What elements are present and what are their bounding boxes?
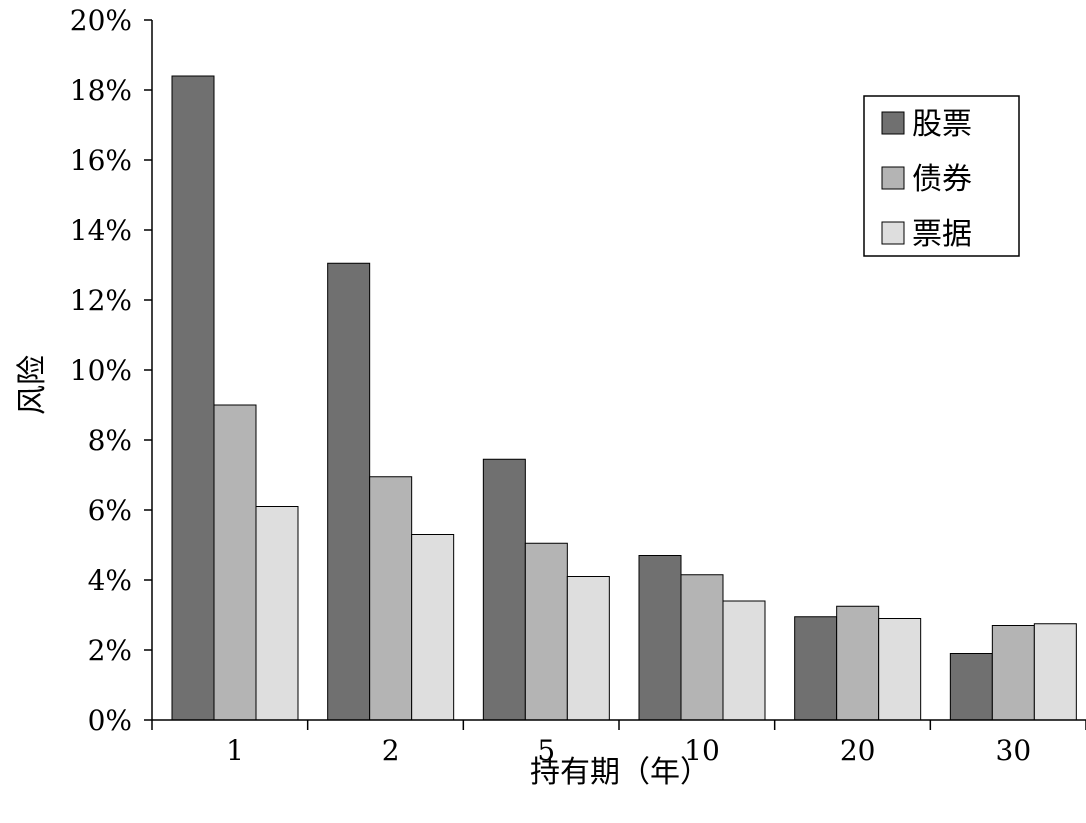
y-tick-label: 20% xyxy=(70,4,132,37)
y-tick-label: 18% xyxy=(70,74,132,107)
bar xyxy=(213,404,257,721)
legend-swatch xyxy=(881,166,905,190)
x-tick-label: 30 xyxy=(996,734,1032,767)
legend-label: 股票 xyxy=(912,107,972,142)
y-ticks-group: 0% 2% 4% 6% 8% 10% 12% 14% 16% 18% 20% xyxy=(70,4,152,737)
bar xyxy=(255,506,299,721)
bar xyxy=(327,262,371,721)
x-tick-label: 20 xyxy=(840,734,876,767)
y-tick-label: 16% xyxy=(70,144,132,177)
bar xyxy=(680,574,724,721)
bar xyxy=(171,75,215,721)
y-tick-label: 10% xyxy=(70,354,132,387)
y-tick-label: 8% xyxy=(88,424,132,457)
y-axis-title: 风险 xyxy=(15,355,50,415)
legend-swatch xyxy=(881,111,905,135)
legend-swatch xyxy=(881,221,905,245)
bar xyxy=(949,653,993,721)
bar xyxy=(794,616,838,721)
y-tick-label: 2% xyxy=(88,634,132,667)
bar xyxy=(878,618,922,721)
legend-label: 债券 xyxy=(912,162,972,197)
bars-group xyxy=(171,75,1077,721)
x-ticks-group: 1 2 5 10 20 30 xyxy=(151,720,1086,767)
y-tick-label: 12% xyxy=(70,284,132,317)
bar xyxy=(482,458,526,721)
bar xyxy=(1033,623,1077,721)
y-tick-label: 14% xyxy=(70,214,132,247)
bar xyxy=(411,534,455,721)
bar xyxy=(991,625,1035,721)
y-tick-label: 4% xyxy=(88,564,132,597)
x-tick-label: 2 xyxy=(382,734,400,767)
bar xyxy=(369,476,413,721)
legend-label: 票据 xyxy=(912,217,972,252)
x-tick-label: 1 xyxy=(226,734,244,767)
bar xyxy=(524,542,568,721)
x-tick-label: 10 xyxy=(684,734,720,767)
bar xyxy=(638,555,682,721)
bar xyxy=(722,600,766,721)
x-axis-title: 持有期（年） xyxy=(530,755,710,790)
bar xyxy=(566,576,610,721)
bar xyxy=(836,605,880,721)
x-tick-label: 5 xyxy=(537,734,555,767)
y-tick-label: 6% xyxy=(88,494,132,527)
y-tick-label: 0% xyxy=(88,704,132,737)
